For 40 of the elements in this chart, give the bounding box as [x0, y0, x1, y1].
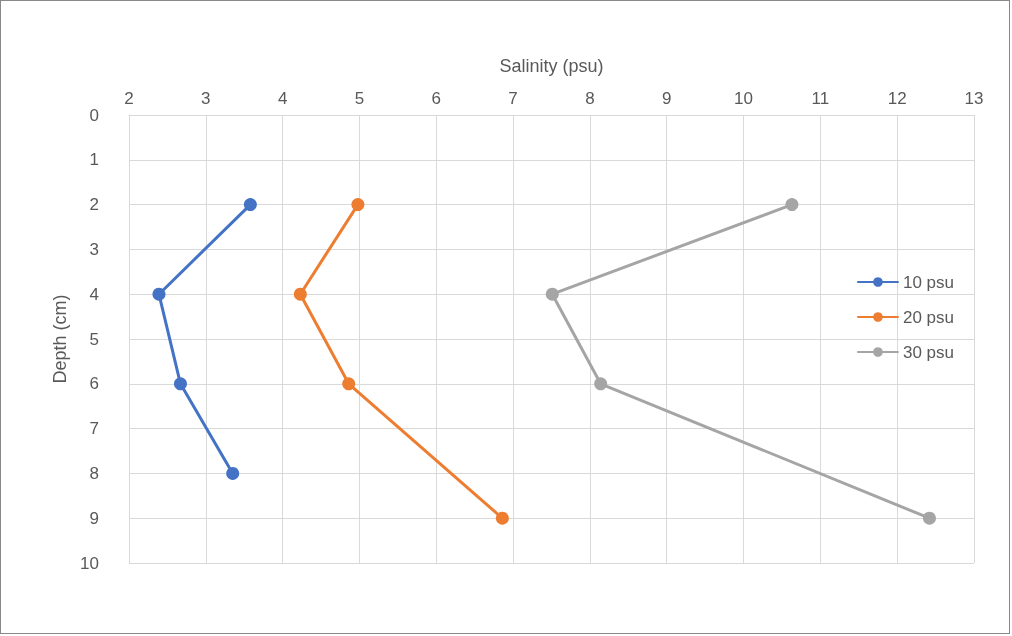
x-axis-title: Salinity (psu) — [499, 56, 604, 76]
x-tick-label: 2 — [124, 89, 134, 108]
point — [594, 377, 608, 391]
x-tick-label: 11 — [811, 89, 830, 108]
point — [922, 511, 936, 525]
y-tick-label: 6 — [89, 374, 99, 394]
y-tick-label: 1 — [89, 150, 99, 170]
x-tick-label: 13 — [964, 89, 984, 108]
y-tick-label: 9 — [89, 508, 99, 528]
legend-label: 10 psu — [902, 272, 955, 292]
point — [351, 198, 365, 212]
point — [545, 287, 559, 301]
y-tick-label: 0 — [89, 105, 99, 125]
x-tick-label: 10 — [734, 89, 754, 108]
y-tick-label: 3 — [89, 239, 99, 259]
y-tick-label: 5 — [89, 329, 99, 349]
point — [293, 287, 307, 301]
legend-label: 30 psu — [902, 342, 955, 362]
x-tick-label: 12 — [887, 89, 907, 108]
x-tick-label: 4 — [277, 89, 288, 108]
x-tick-label: 9 — [661, 89, 672, 108]
point — [495, 511, 509, 525]
x-tick-label: 8 — [585, 89, 595, 108]
point — [785, 198, 799, 212]
legend-label: 20 psu — [902, 307, 955, 327]
x-tick-label: 6 — [431, 89, 442, 108]
x-tick-label: 3 — [201, 89, 211, 108]
x-tick-label: 5 — [354, 89, 365, 108]
y-tick-label: 2 — [89, 195, 99, 215]
point — [226, 466, 240, 480]
point — [342, 377, 356, 391]
x-tick-label: 7 — [508, 89, 518, 108]
y-tick-label: 7 — [89, 419, 99, 439]
point — [152, 287, 166, 301]
point — [173, 377, 187, 391]
y-tick-label: 10 — [80, 553, 99, 573]
y-tick-label: 4 — [89, 284, 99, 304]
y-axis-title: Depth (cm) — [50, 294, 70, 384]
y-tick-label: 8 — [89, 463, 99, 483]
point — [243, 198, 257, 212]
